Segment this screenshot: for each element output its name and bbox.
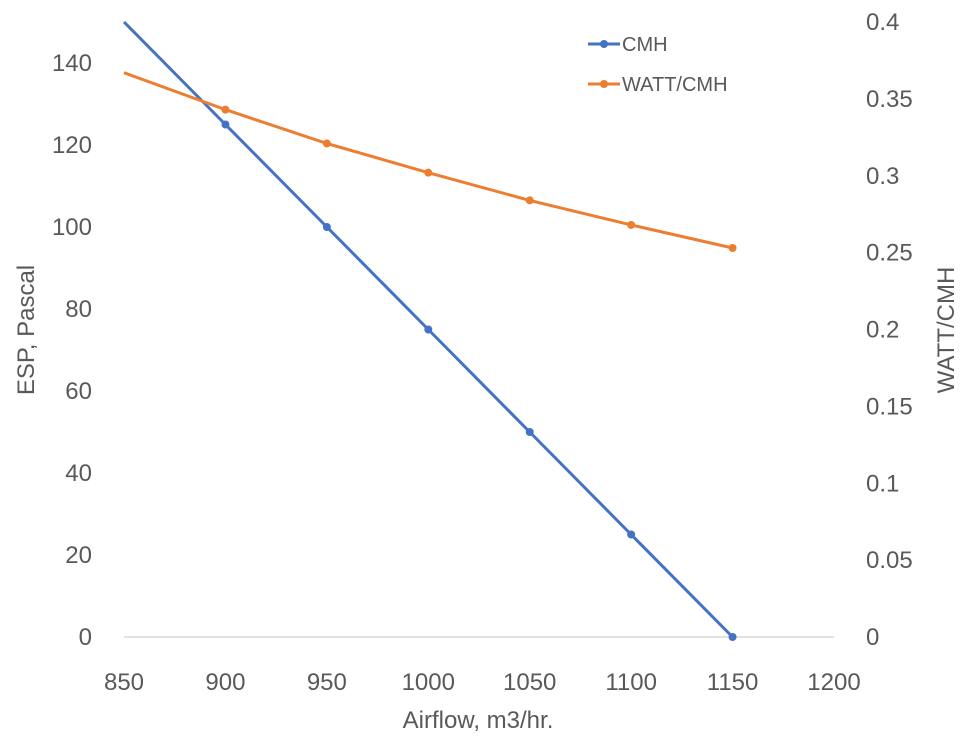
y2-axis-ticks: 0 0.05 0.1 0.15 0.2 0.25 0.3 0.35 0.4 [866,9,913,651]
y2-tick-label: 0.4 [866,9,899,36]
y-tick-label: 80 [65,296,92,323]
legend-label: WATT/CMH [622,74,728,96]
y2-tick-label: 0.15 [866,393,913,420]
x-tick-label: 950 [307,669,347,696]
y2-tick-label: 0.2 [866,317,899,344]
data-point [525,428,534,436]
y2-tick-label: 0.25 [866,240,913,267]
legend-swatch-marker [600,40,608,48]
y2-tick-label: 0 [866,624,879,651]
x-tick-label: 1000 [402,669,455,696]
x-axis-ticks: 850 900 950 1000 1050 1100 1150 1200 [104,669,861,696]
data-point [525,196,534,205]
y-tick-label: 100 [52,214,92,241]
data-point [728,633,737,641]
x-tick-label: 850 [104,669,144,696]
legend-swatch-marker [600,80,608,88]
x-tick-label: 1150 [707,669,759,696]
data-point [221,105,230,114]
y-tick-label: 0 [79,624,92,651]
y-tick-label: 120 [52,132,92,159]
y-axis-title: ESP, Pascal [13,265,40,395]
y2-axis-title: WATT/CMH [933,267,960,394]
x-tick-label: 1200 [807,669,860,696]
series-line [123,71,733,250]
x-axis-title: Airflow, m3/hr. [403,707,554,734]
y-tick-label: 20 [65,542,92,569]
series-layer [122,20,737,641]
y2-tick-label: 0.35 [866,86,913,113]
x-tick-label: 1100 [605,669,657,696]
y-axis-ticks: 0 20 40 60 80 100 120 140 [52,50,92,651]
data-point [322,223,331,231]
legend: CMH WATT/CMH [588,34,728,96]
series-1 [123,71,737,253]
y-tick-label: 60 [65,378,92,405]
data-point [728,244,737,253]
data-point [322,139,331,148]
data-point [627,220,636,229]
x-tick-label: 900 [205,669,245,696]
data-point [221,120,230,129]
y2-tick-label: 0.3 [866,163,899,190]
x-tick-label: 1050 [503,669,556,696]
legend-label: CMH [622,34,668,56]
data-point [424,325,433,334]
data-point [424,168,433,177]
y2-tick-label: 0.05 [866,547,913,574]
y-tick-label: 140 [52,50,92,77]
data-point [627,530,636,539]
y-tick-label: 40 [65,460,92,487]
y2-tick-label: 0.1 [866,470,899,497]
series-0 [122,20,737,641]
